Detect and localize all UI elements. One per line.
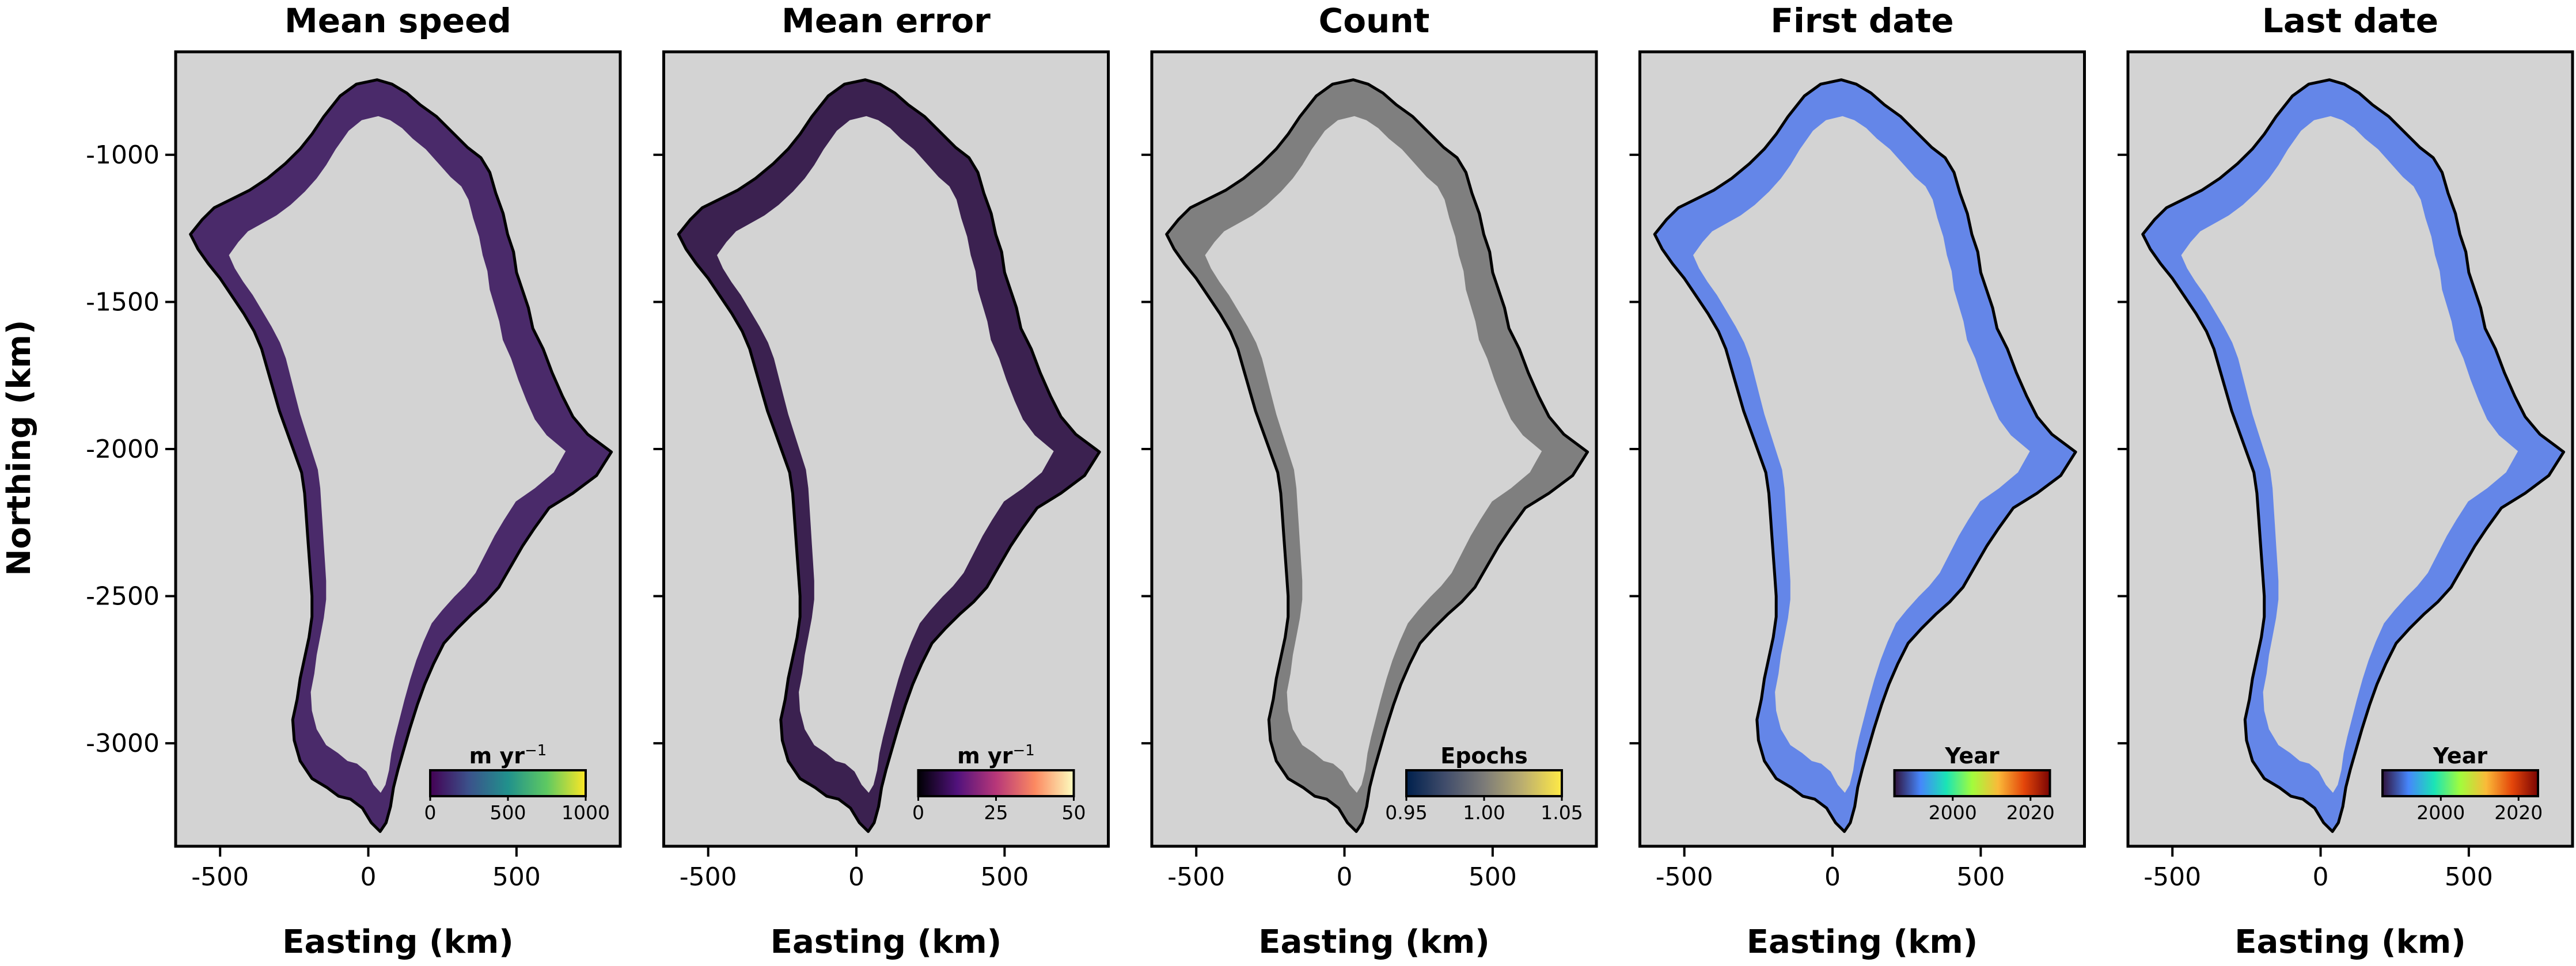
panel-title: Count (1319, 1, 1430, 40)
colorbar-tick-label: 1000 (562, 801, 610, 824)
panel-title: First date (1770, 1, 1953, 40)
y-tick-label: -1500 (86, 287, 160, 317)
colorbar-label: m yr−1 (957, 742, 1035, 769)
panel-mean-speed: Mean speed -500 0 500 -1000 -1500 -2000 -2500 -3… (86, 1, 622, 961)
colorbar-gradient (429, 769, 587, 797)
ice-sheet-interior (1205, 116, 1542, 793)
x-axis-label: Easting (km) (2234, 923, 2466, 961)
colorbar-gradient (917, 769, 1075, 797)
panel-last-date: Last date -500 0 500 Easting (km) Year 2000 202… (2118, 1, 2574, 961)
y-axis-label: Northing (km) (1, 320, 38, 576)
ice-sheet-interior (717, 116, 1054, 793)
y-tick-label: -1000 (86, 140, 160, 170)
colorbar-tick-label: 2020 (2494, 801, 2543, 824)
ice-sheet-outline (2141, 78, 2566, 833)
x-tick-label: 0 (1824, 862, 1841, 892)
x-tick-label: -500 (1167, 862, 1225, 892)
x-tick-label: 0 (1337, 862, 1353, 892)
colorbar-tick-label: 2000 (2416, 801, 2465, 824)
colorbar: m yr−1 0 500 1000 (424, 742, 610, 824)
colorbar-tick-label: 500 (490, 801, 526, 824)
x-tick-label: 0 (2313, 862, 2329, 892)
colorbar-gradient (2381, 769, 2539, 797)
x-tick-label: 500 (980, 862, 1029, 892)
colorbar-tick-label: 1.00 (1463, 801, 1505, 824)
colorbar: m yr−1 0 25 50 (912, 742, 1086, 824)
colorbar-tick-label: 2000 (1929, 801, 1977, 824)
colorbar: Epochs 0.95 1.00 1.05 (1385, 743, 1583, 824)
y-tick-label: -2500 (86, 582, 160, 611)
panel-title: Mean error (781, 1, 991, 40)
x-tick-label: -500 (1656, 862, 1713, 892)
panel-first-date: First date -500 0 500 Easting (km) Year 2000 20… (1629, 1, 2086, 961)
x-axis-label: Easting (km) (282, 923, 514, 961)
ice-sheet-outline (677, 78, 1101, 833)
x-tick-label: 500 (1469, 862, 1517, 892)
colorbar: Year 2000 2020 (2381, 743, 2543, 824)
panel-count: Count -500 0 500 Easting (km) Epochs 0.95 1.00 1… (1141, 1, 1598, 961)
y-tick-label: -3000 (86, 729, 160, 758)
x-tick-label: -500 (2143, 862, 2201, 892)
colorbar-tick-label: 25 (984, 801, 1008, 824)
panel-mean-error: Mean error -500 0 500 Easting (km) m yr−1 0 25 5… (653, 1, 1110, 961)
colorbar-label: Year (1944, 743, 1999, 769)
colorbar-label: Epochs (1440, 743, 1527, 769)
ice-sheet-interior (229, 116, 566, 793)
colorbar-gradient (1893, 769, 2051, 797)
colorbar-tick-label: 2020 (2006, 801, 2055, 824)
panel-title: Mean speed (284, 1, 511, 40)
x-axis-label: Easting (km) (1747, 923, 1978, 961)
x-tick-label: 500 (2445, 862, 2493, 892)
x-axis-label: Easting (km) (1258, 923, 1490, 961)
x-tick-label: 0 (361, 862, 377, 892)
x-tick-label: -500 (191, 862, 249, 892)
x-tick-label: 0 (848, 862, 864, 892)
x-axis-label: Easting (km) (771, 923, 1002, 961)
colorbar-tick-label: 1.05 (1541, 801, 1583, 824)
colorbar-tick-label: 0 (424, 801, 437, 824)
colorbar: Year 2000 2020 (1893, 743, 2055, 824)
y-tick-label: -2000 (86, 435, 160, 464)
ice-sheet-outline (189, 78, 613, 833)
x-tick-label: 500 (492, 862, 541, 892)
ice-sheet-interior (1693, 116, 2030, 793)
panel-title: Last date (2262, 1, 2438, 40)
x-tick-label: -500 (680, 862, 737, 892)
colorbar-gradient (1405, 769, 1563, 797)
x-tick-label: 500 (1956, 862, 2005, 892)
ice-sheet-interior (2181, 116, 2518, 793)
colorbar-tick-label: 50 (1062, 801, 1086, 824)
colorbar-label: Year (2433, 743, 2487, 769)
colorbar-tick-label: 0 (912, 801, 924, 824)
ice-sheet-outline (1165, 78, 1589, 833)
colorbar-label: m yr−1 (469, 742, 547, 769)
colorbar-tick-label: 0.95 (1385, 801, 1427, 824)
ice-sheet-outline (1653, 78, 2077, 833)
